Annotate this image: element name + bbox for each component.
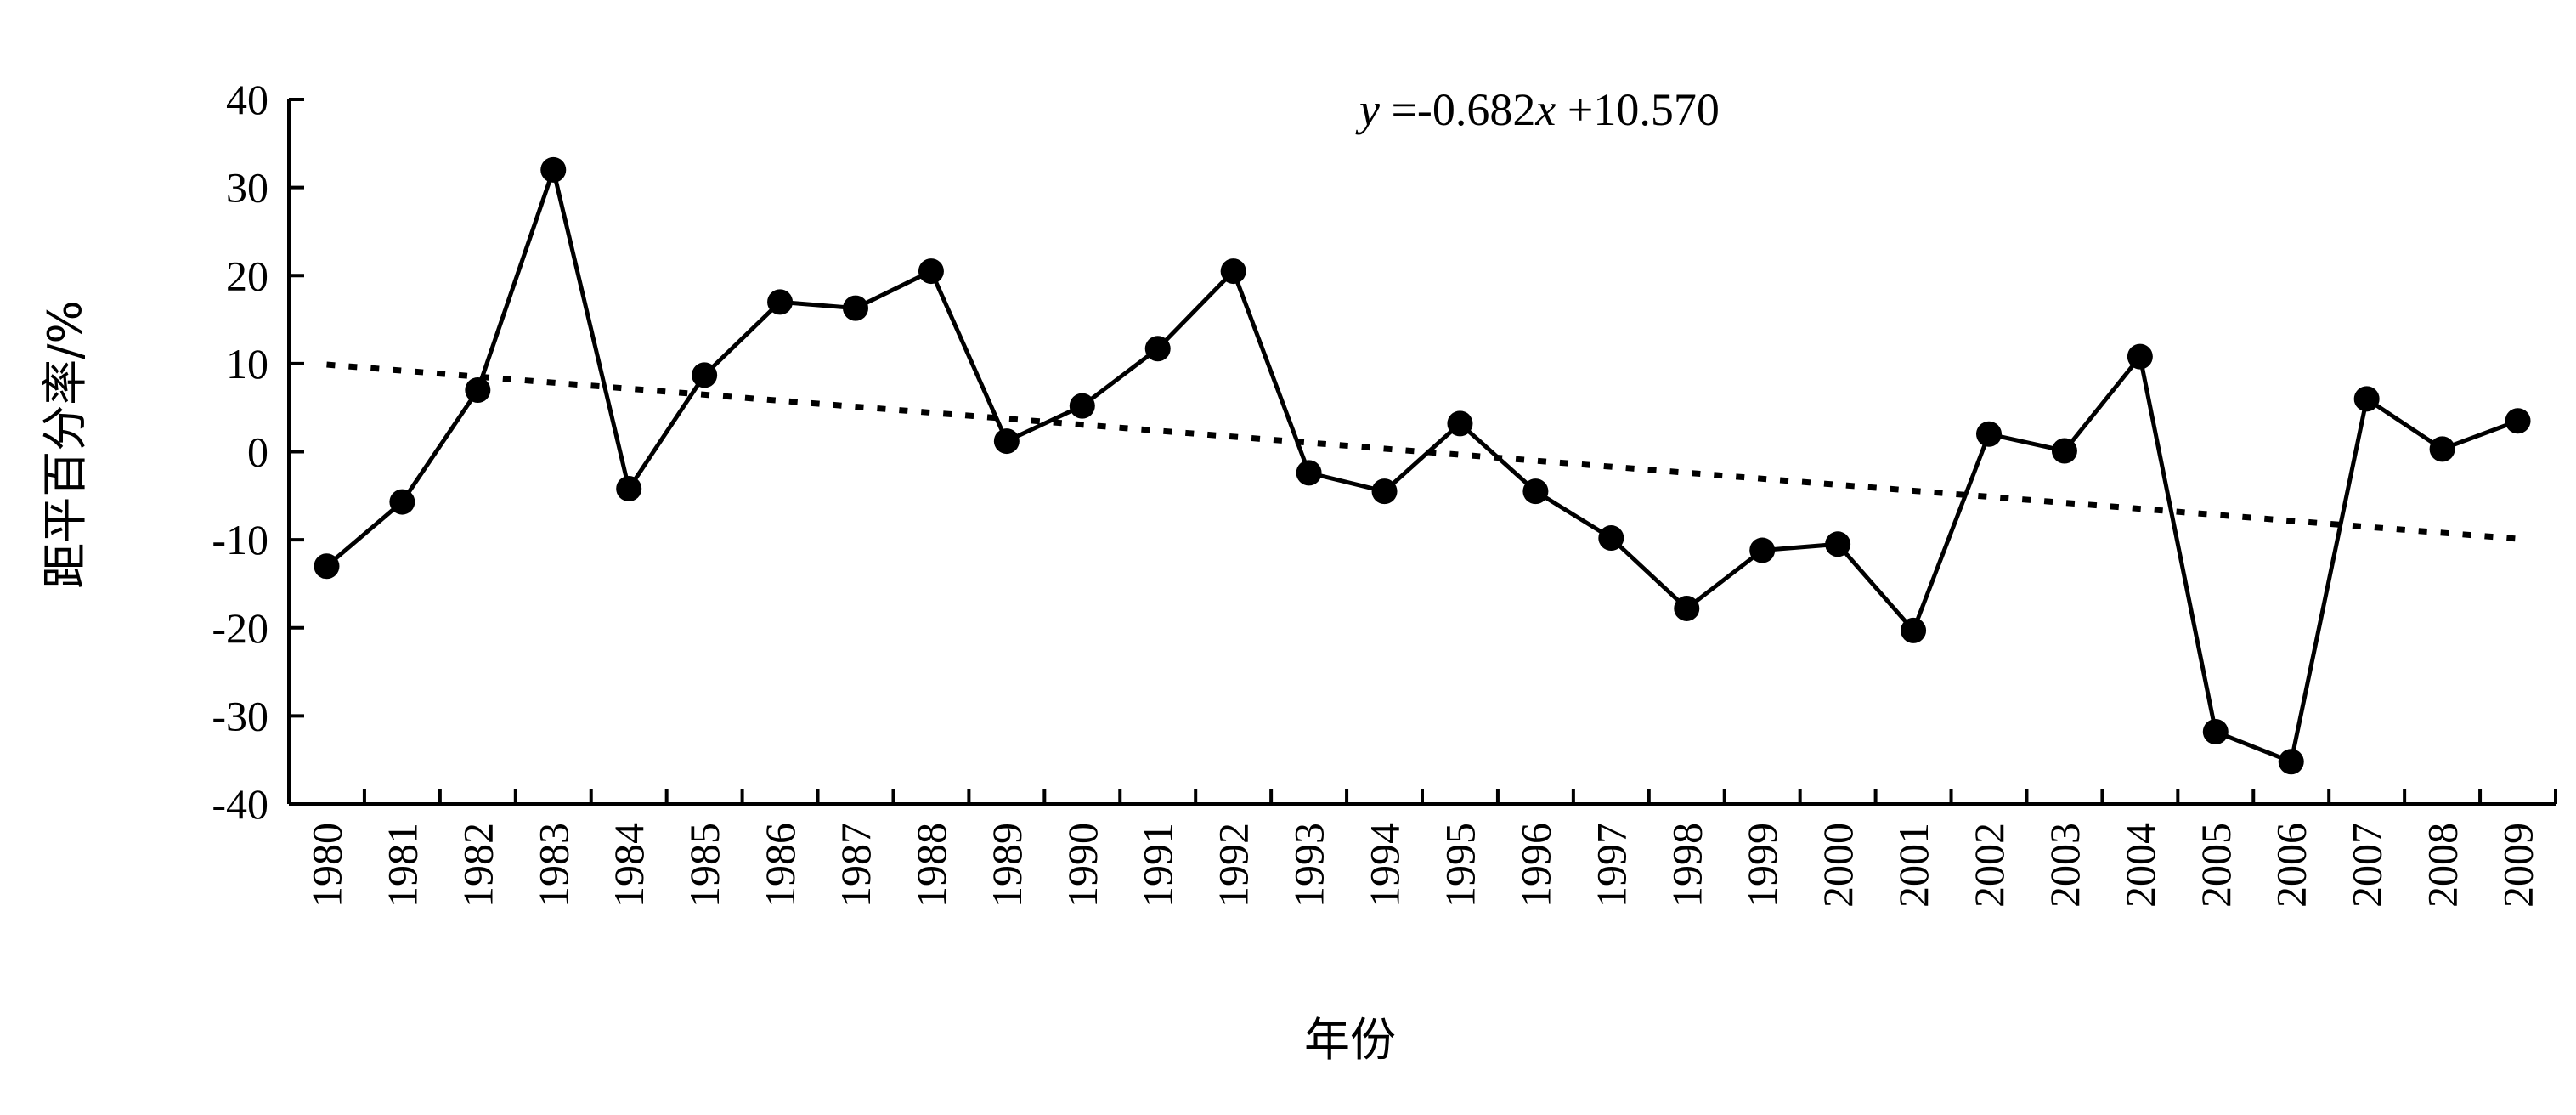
x-tick-label: 2008	[2419, 823, 2466, 908]
x-tick-label: 2007	[2343, 823, 2391, 908]
data-point	[1976, 421, 2002, 447]
x-tick-label: 2001	[1890, 823, 1937, 908]
y-tick-label: -10	[212, 516, 268, 563]
y-tick-label: -20	[212, 604, 268, 652]
series-line	[325, 161, 2519, 765]
data-point	[1069, 393, 1095, 419]
y-tick-label: 0	[247, 428, 268, 476]
y-tick-label: 20	[226, 252, 268, 299]
data-point	[1901, 617, 1927, 643]
y-tick-label: 30	[226, 164, 268, 212]
x-tick-label: 1991	[1134, 823, 1182, 908]
data-point	[616, 476, 642, 502]
data-point	[1598, 525, 1624, 552]
x-tick-label: 1995	[1436, 823, 1483, 908]
x-tick-label: 2002	[1965, 823, 2013, 908]
data-point	[767, 289, 794, 315]
y-axis-title: 距平百分率/%	[38, 300, 92, 589]
equation-intercept: +10.570	[1556, 84, 1719, 135]
data-point	[1749, 537, 1776, 563]
y-tick-label: 40	[226, 76, 268, 123]
x-tick-label: 1992	[1210, 823, 1257, 908]
data-point	[2202, 719, 2229, 745]
x-tick-label: 2006	[2268, 823, 2315, 908]
x-tick-label: 1984	[605, 823, 652, 908]
equation-var-y: y	[1355, 84, 1380, 135]
x-tick-label: 2004	[2116, 823, 2164, 908]
x-axis-title: 年份	[1304, 1013, 1396, 1067]
x-tick-label: 1993	[1285, 823, 1333, 908]
equation-slope: =-0.682	[1380, 84, 1535, 135]
x-tick-label: 1990	[1059, 823, 1106, 908]
x-tick-label: 1999	[1738, 823, 1786, 908]
x-tick-label: 1998	[1663, 823, 1710, 908]
data-point	[1296, 460, 1322, 486]
x-tick-label: 1980	[302, 823, 350, 908]
data-point	[692, 362, 718, 388]
x-tick-label: 1987	[832, 823, 879, 908]
data-point	[1144, 336, 1171, 362]
x-tick-label: 1996	[1511, 823, 1559, 908]
data-point	[993, 428, 1020, 455]
data-point	[540, 156, 567, 183]
data-point	[1522, 478, 1549, 505]
x-tick-label: 1988	[907, 823, 955, 908]
data-point	[1825, 531, 1851, 558]
x-tick-label: 1997	[1587, 823, 1635, 908]
data-point	[389, 489, 415, 515]
y-tick-label: 10	[226, 340, 268, 388]
x-tick-label: 1989	[983, 823, 1031, 908]
data-point	[1447, 410, 1473, 437]
y-tick-label: -30	[212, 692, 268, 739]
y-axis-ticks: -40 -30 -20 -10 0 10 20 30 40	[212, 76, 304, 828]
x-tick-label: 1985	[681, 823, 728, 908]
x-tick-label: 2005	[2192, 823, 2240, 908]
x-tick-label: 1981	[378, 823, 426, 908]
trendline-equation: y =-0.682x +10.570	[1355, 84, 1720, 135]
x-tick-label: 1994	[1361, 823, 1409, 908]
data-point	[918, 258, 944, 285]
x-tick-label: 1986	[756, 823, 804, 908]
x-tick-label: 2000	[1814, 823, 1861, 908]
x-tick-label: 1983	[529, 823, 577, 908]
data-point	[2429, 436, 2455, 462]
data-point	[2051, 438, 2077, 464]
data-point	[2278, 749, 2304, 775]
data-point	[1220, 258, 1246, 285]
x-axis-ticks: 1980 1981 1982 1983 1984 1985 1986 1987 1988 1989…	[287, 789, 2557, 908]
x-tick-label: 2003	[2041, 823, 2088, 908]
plot-area	[287, 99, 2556, 806]
data-point	[314, 553, 340, 580]
data-point	[1371, 478, 1398, 505]
data-point	[465, 376, 491, 403]
data-point	[2505, 408, 2531, 434]
x-tick-label: 1982	[454, 823, 501, 908]
equation-var-x: x	[1534, 84, 1556, 135]
data-point	[843, 295, 868, 321]
data-point	[2127, 343, 2153, 370]
x-tick-label: 2009	[2494, 823, 2542, 908]
y-tick-label: -40	[212, 780, 268, 828]
data-point	[1674, 595, 1700, 621]
data-point	[2353, 386, 2380, 412]
